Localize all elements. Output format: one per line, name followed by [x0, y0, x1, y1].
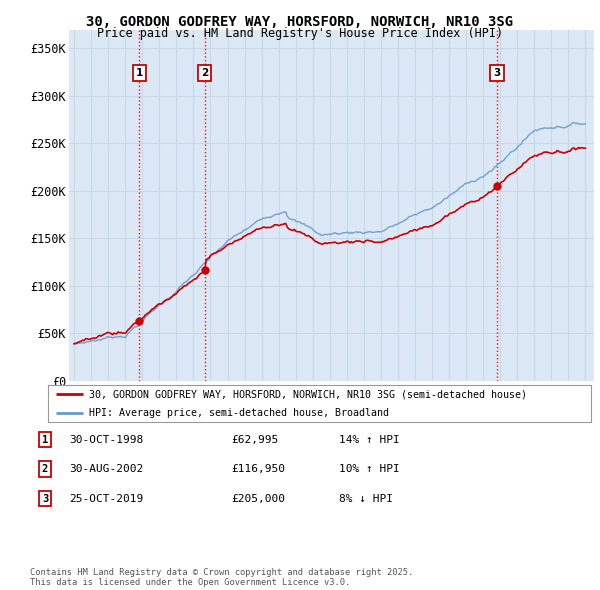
Text: 14% ↑ HPI: 14% ↑ HPI — [339, 435, 400, 444]
Text: 2: 2 — [201, 68, 208, 78]
Text: 8% ↓ HPI: 8% ↓ HPI — [339, 494, 393, 503]
Text: Price paid vs. HM Land Registry's House Price Index (HPI): Price paid vs. HM Land Registry's House … — [97, 27, 503, 40]
Text: 30, GORDON GODFREY WAY, HORSFORD, NORWICH, NR10 3SG (semi-detached house): 30, GORDON GODFREY WAY, HORSFORD, NORWIC… — [89, 389, 527, 399]
Text: 3: 3 — [493, 68, 500, 78]
Text: £205,000: £205,000 — [231, 494, 285, 503]
Text: £116,950: £116,950 — [231, 464, 285, 474]
Text: 30-AUG-2002: 30-AUG-2002 — [69, 464, 143, 474]
Text: 10% ↑ HPI: 10% ↑ HPI — [339, 464, 400, 474]
Text: 30, GORDON GODFREY WAY, HORSFORD, NORWICH, NR10 3SG: 30, GORDON GODFREY WAY, HORSFORD, NORWIC… — [86, 15, 514, 29]
Text: £62,995: £62,995 — [231, 435, 278, 444]
Text: 1: 1 — [136, 68, 143, 78]
Text: 3: 3 — [42, 494, 48, 503]
Text: 1: 1 — [42, 435, 48, 444]
Text: 25-OCT-2019: 25-OCT-2019 — [69, 494, 143, 503]
Text: 30-OCT-1998: 30-OCT-1998 — [69, 435, 143, 444]
Text: HPI: Average price, semi-detached house, Broadland: HPI: Average price, semi-detached house,… — [89, 408, 389, 418]
Text: Contains HM Land Registry data © Crown copyright and database right 2025.
This d: Contains HM Land Registry data © Crown c… — [30, 568, 413, 587]
Text: 2: 2 — [42, 464, 48, 474]
